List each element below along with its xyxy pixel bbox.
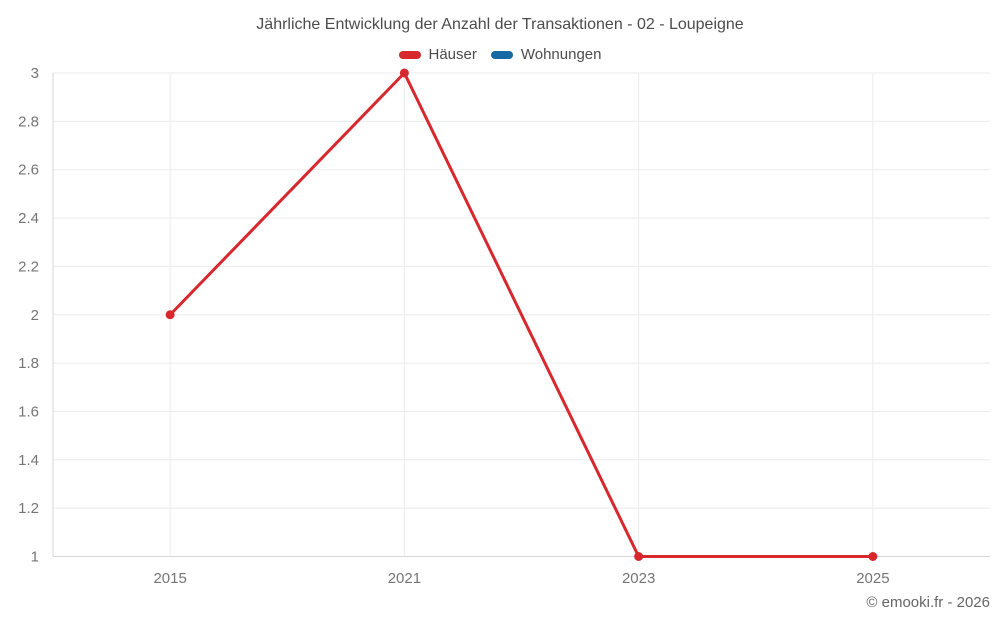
series-line bbox=[168, 71, 875, 558]
legend-item[interactable]: Häuser bbox=[398, 46, 477, 63]
x-tick-label: 2023 bbox=[622, 570, 655, 587]
legend-swatch bbox=[398, 50, 421, 59]
y-tick-label: 1 bbox=[31, 549, 39, 566]
data-point-marker[interactable] bbox=[634, 552, 644, 561]
data-point-marker[interactable] bbox=[165, 310, 175, 320]
data-point-marker[interactable] bbox=[399, 68, 409, 78]
legend-item[interactable]: Wohnungen bbox=[490, 46, 602, 63]
y-tick-label: 1.6 bbox=[18, 403, 39, 420]
legend-label: Häuser bbox=[428, 46, 477, 63]
legend-swatch bbox=[490, 50, 513, 59]
y-tick-label: 1.4 bbox=[18, 452, 39, 469]
legend: Häuser Wohnungen bbox=[0, 46, 1000, 63]
y-tick-label: 2.6 bbox=[18, 162, 39, 179]
y-tick-label: 2 bbox=[31, 307, 39, 324]
y-tick-label: 1.8 bbox=[18, 355, 39, 372]
copyright-footer: © emooki.fr - 2026 bbox=[866, 594, 990, 611]
y-tick-label: 2.8 bbox=[18, 113, 39, 130]
chart-title: Jährliche Entwicklung der Anzahl der Tra… bbox=[256, 16, 744, 33]
y-tick-label: 2.4 bbox=[18, 210, 39, 227]
legend-label: Wohnungen bbox=[520, 46, 602, 63]
x-tick-label: 2025 bbox=[856, 570, 889, 587]
y-tick-label: 1.2 bbox=[18, 500, 39, 517]
x-tick-label: 2021 bbox=[388, 570, 421, 587]
x-tick-label: 2015 bbox=[153, 570, 186, 587]
data-point-marker[interactable] bbox=[868, 552, 878, 561]
y-tick-label: 2.2 bbox=[18, 258, 39, 275]
y-tick-label: 3 bbox=[31, 65, 39, 82]
